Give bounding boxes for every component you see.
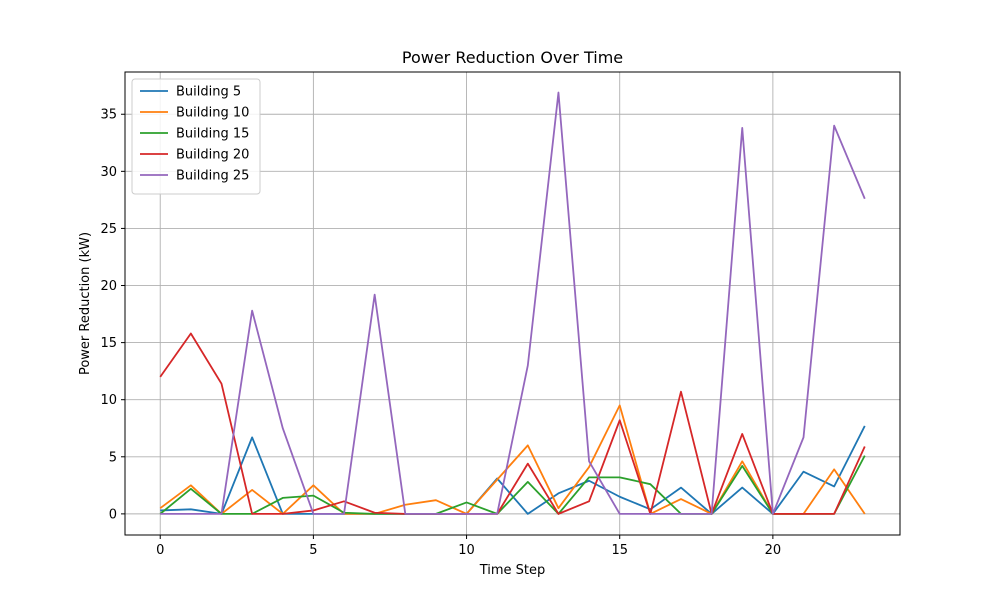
y-tick-label: 30	[100, 165, 117, 180]
x-axis-title: Time Step	[479, 563, 546, 578]
series-line-building-15	[159, 455, 866, 515]
y-tick-label: 25	[100, 222, 117, 237]
y-tick-label: 0	[109, 507, 117, 522]
axis-ticks: 0 5 10 15 20 0 5 10 15 20 25 30 35	[100, 108, 781, 558]
x-tick-label: 10	[458, 543, 475, 558]
plot-area-frame	[124, 71, 901, 536]
chart-title: Power Reduction Over Time	[402, 48, 623, 67]
y-tick-label: 15	[100, 336, 117, 351]
y-axis-title: Power Reduction (kW)	[78, 232, 93, 375]
series-line-building-20	[159, 332, 866, 515]
legend-label: Building 25	[176, 169, 249, 184]
series-lines	[159, 91, 866, 515]
x-tick-label: 5	[309, 543, 317, 558]
legend: Building 5 Building 10 Building 15 Building…	[131, 78, 261, 195]
x-tick-label: 0	[156, 543, 164, 558]
y-tick-label: 10	[100, 393, 117, 408]
x-tick-label: 15	[611, 543, 628, 558]
grid-lines	[125, 72, 900, 535]
legend-label: Building 10	[176, 106, 249, 121]
legend-label: Building 20	[176, 148, 249, 163]
legend-label: Building 15	[176, 127, 249, 142]
x-tick-label: 20	[765, 543, 782, 558]
legend-box	[131, 78, 261, 195]
series-line-building-25	[160, 91, 866, 515]
legend-label: Building 5	[176, 85, 241, 100]
series-line-building-10	[159, 404, 866, 515]
y-tick-label: 5	[109, 450, 117, 465]
y-tick-label: 35	[100, 108, 117, 123]
y-tick-label: 20	[100, 279, 117, 294]
